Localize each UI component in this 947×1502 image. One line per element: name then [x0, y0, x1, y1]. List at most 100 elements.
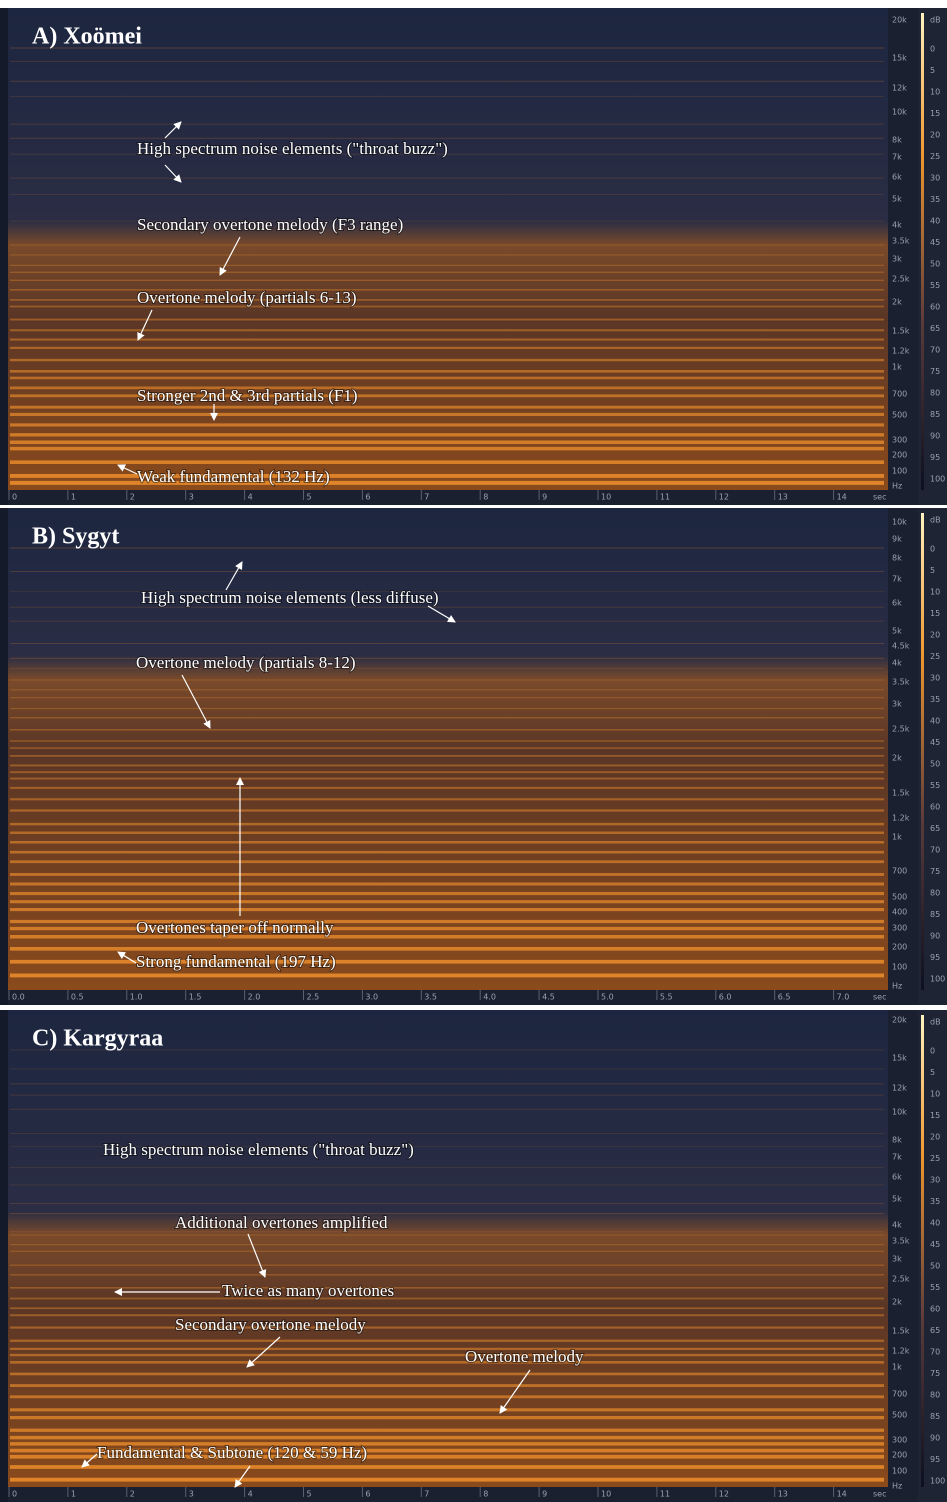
frequency-label: 8k — [892, 1136, 902, 1145]
frequency-label: Hz — [892, 982, 902, 991]
db-label: 55 — [930, 781, 940, 790]
frequency-label: 6k — [892, 599, 902, 608]
frequency-label: 2.5k — [892, 1275, 910, 1284]
annotation-arrow — [427, 605, 456, 623]
frequency-label: 300 — [892, 924, 907, 933]
frequency-label: 4.5k — [892, 642, 910, 651]
time-label: 14 — [837, 1490, 847, 1499]
db-label: 95 — [930, 453, 940, 462]
annotation-arrow — [164, 121, 182, 139]
time-label: 7 — [424, 1490, 429, 1499]
frequency-label: 700 — [892, 1390, 907, 1399]
frequency-label: 2k — [892, 298, 902, 307]
time-label: 9 — [542, 1490, 547, 1499]
db-label: 40 — [930, 217, 940, 226]
db-label: 0 — [930, 45, 935, 54]
frequency-label: 3k — [892, 255, 902, 264]
db-label: 65 — [930, 824, 940, 833]
spectrogram — [8, 8, 888, 490]
db-label: 25 — [930, 652, 940, 661]
time-label: 6.0 — [719, 993, 732, 1002]
panel-title: B) Sygyt — [32, 524, 119, 550]
annotation: High spectrum noise elements (less diffu… — [141, 588, 439, 607]
annotation: Overtones taper off normally — [136, 918, 334, 937]
annotation-arrow — [117, 464, 138, 475]
frequency-label: 12k — [892, 1084, 907, 1093]
frequency-label: 7k — [892, 1153, 902, 1162]
frequency-label: 500 — [892, 893, 907, 902]
db-label: dB — [930, 516, 941, 525]
frequency-label: 6k — [892, 1173, 902, 1182]
db-label: 40 — [930, 717, 940, 726]
db-label: 50 — [930, 760, 940, 769]
time-label: 5.5 — [660, 993, 673, 1002]
annotation: High spectrum noise elements ("throat bu… — [137, 139, 448, 158]
time-label: 11 — [660, 1490, 670, 1499]
frequency-label: 10k — [892, 108, 907, 117]
frequency-label: 2.5k — [892, 275, 910, 284]
time-axis — [8, 1487, 888, 1502]
time-label: 7.0 — [837, 993, 850, 1002]
db-label: 20 — [930, 631, 940, 640]
frequency-label: 5k — [892, 627, 902, 636]
db-color-bar — [921, 1015, 924, 1487]
frequency-label: 1.5k — [892, 327, 910, 336]
frequency-label: 4k — [892, 1221, 902, 1230]
db-label: 70 — [930, 1348, 940, 1357]
time-label: 13 — [778, 1490, 788, 1499]
frequency-label: 15k — [892, 54, 907, 63]
frequency-label: 700 — [892, 867, 907, 876]
time-label: sec — [873, 993, 887, 1002]
annotation-arrow — [499, 1369, 531, 1414]
frequency-label: 500 — [892, 1411, 907, 1420]
frequency-label: 1.2k — [892, 1347, 910, 1356]
annotation-arrow — [247, 1233, 267, 1278]
frequency-label: 100 — [892, 1467, 907, 1476]
frequency-label: 20k — [892, 1016, 907, 1025]
time-label: 7 — [424, 493, 429, 502]
frequency-label: Hz — [892, 482, 902, 491]
time-label: 9 — [542, 493, 547, 502]
db-label: 35 — [930, 1197, 940, 1206]
frequency-label: 1k — [892, 833, 902, 842]
frequency-label: 300 — [892, 436, 907, 445]
frequency-label: 400 — [892, 908, 907, 917]
time-label: 2.0 — [248, 993, 261, 1002]
db-label: 70 — [930, 346, 940, 355]
time-label: 1.5 — [189, 993, 202, 1002]
time-label: 10 — [601, 1490, 611, 1499]
frequency-label: 1k — [892, 363, 902, 372]
frequency-label: Hz — [892, 1482, 902, 1491]
annotation-arrow — [164, 164, 182, 183]
time-label: 12 — [719, 493, 729, 502]
db-label: 85 — [930, 410, 940, 419]
db-label: 60 — [930, 303, 940, 312]
spectrogram — [8, 1010, 888, 1487]
db-label: 15 — [930, 609, 940, 618]
time-label: 8 — [483, 1490, 488, 1499]
frequency-label: 300 — [892, 1436, 907, 1445]
frequency-label: 700 — [892, 390, 907, 399]
annotation: Additional overtones amplified — [175, 1213, 388, 1232]
db-label: 100 — [930, 975, 945, 984]
annotation: Fundamental & Subtone (120 & 59 Hz) — [97, 1443, 367, 1462]
db-label: 95 — [930, 953, 940, 962]
time-label: 1.0 — [130, 993, 143, 1002]
db-label: 0 — [930, 1047, 935, 1056]
annotation-arrow — [117, 951, 137, 964]
db-label: 0 — [930, 545, 935, 554]
db-label: 15 — [930, 109, 940, 118]
panel-title: C) Kargyraa — [32, 1026, 163, 1052]
db-label: 15 — [930, 1111, 940, 1120]
frequency-label: 15k — [892, 1054, 907, 1063]
time-label: 4.0 — [483, 993, 496, 1002]
frequency-label: 100 — [892, 963, 907, 972]
annotation-arrow — [225, 561, 243, 591]
frequency-label: 5k — [892, 1195, 902, 1204]
annotation: High spectrum noise elements ("throat bu… — [103, 1140, 414, 1159]
db-label: 10 — [930, 588, 940, 597]
db-label: 60 — [930, 1305, 940, 1314]
db-label: 90 — [930, 932, 940, 941]
db-label: 90 — [930, 1434, 940, 1443]
db-label: 60 — [930, 803, 940, 812]
